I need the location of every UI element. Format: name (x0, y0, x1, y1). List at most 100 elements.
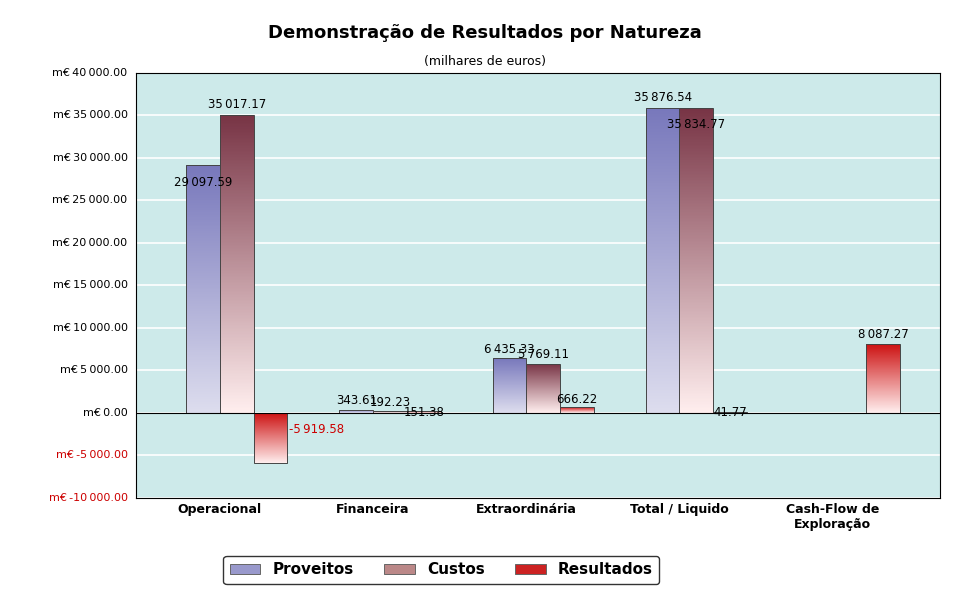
Bar (220, 225, 254, 227)
Bar (186, 174, 220, 175)
Bar (645, 282, 679, 283)
Bar (645, 230, 679, 231)
Bar (679, 257, 713, 259)
Bar (679, 116, 713, 117)
Bar (679, 379, 713, 381)
Bar (186, 307, 220, 308)
Bar (220, 254, 254, 255)
Bar (645, 341, 679, 342)
Bar (679, 305, 713, 306)
Bar (186, 362, 220, 364)
Bar (645, 120, 679, 121)
Bar (645, 308, 679, 309)
Bar (220, 143, 254, 145)
Bar (645, 195, 679, 196)
Bar (220, 133, 254, 135)
Bar (186, 168, 220, 169)
Bar (220, 186, 254, 188)
Bar (186, 166, 220, 413)
Bar (220, 260, 254, 261)
Bar (679, 274, 713, 276)
Bar (186, 206, 220, 208)
Bar (679, 401, 713, 402)
Text: 35 876.54: 35 876.54 (634, 90, 692, 104)
Bar (186, 175, 220, 177)
Bar (679, 119, 713, 120)
Bar (645, 299, 679, 300)
Bar (186, 236, 220, 237)
Bar (220, 280, 254, 282)
Bar (220, 380, 254, 382)
Bar (645, 207, 679, 208)
Bar (220, 410, 254, 412)
Bar (645, 410, 679, 411)
Bar (220, 146, 254, 148)
Bar (645, 280, 679, 282)
Bar (679, 405, 713, 407)
Bar (645, 189, 679, 190)
Bar (679, 140, 713, 141)
Bar (645, 201, 679, 202)
Bar (186, 229, 220, 230)
Bar (679, 149, 713, 151)
Bar (679, 276, 713, 277)
Bar (220, 316, 254, 317)
Bar (679, 174, 713, 175)
Bar (679, 280, 713, 282)
Bar (186, 260, 220, 262)
Bar (645, 296, 679, 297)
Bar (645, 231, 679, 233)
Bar (220, 376, 254, 377)
Bar (645, 262, 679, 263)
Text: m€ 40 000.00: m€ 40 000.00 (52, 68, 128, 78)
Bar (220, 219, 254, 221)
Bar (186, 370, 220, 371)
Bar (186, 297, 220, 298)
Bar (645, 344, 679, 346)
Bar (645, 336, 679, 338)
Bar (186, 222, 220, 223)
Bar (186, 379, 220, 381)
Bar (645, 352, 679, 353)
Bar (220, 191, 254, 192)
Bar (645, 243, 679, 245)
Bar (220, 359, 254, 361)
Bar (220, 249, 254, 251)
Bar (679, 151, 713, 152)
Bar (645, 184, 679, 186)
Bar (645, 204, 679, 205)
Bar (645, 361, 679, 362)
Bar (186, 221, 220, 222)
Bar (679, 164, 713, 166)
Bar (645, 297, 679, 299)
Bar (679, 290, 713, 291)
Bar (679, 186, 713, 188)
Bar (220, 334, 254, 336)
Bar (186, 333, 220, 334)
Bar (186, 345, 220, 346)
Bar (220, 205, 254, 206)
Bar (645, 355, 679, 356)
Bar (186, 240, 220, 241)
Bar (679, 260, 713, 262)
Bar (645, 388, 679, 390)
Bar (679, 285, 713, 287)
Bar (220, 282, 254, 283)
Bar (679, 195, 713, 197)
Bar (186, 395, 220, 397)
Bar (186, 401, 220, 402)
Bar (220, 283, 254, 285)
Bar (186, 407, 220, 408)
Bar (186, 367, 220, 368)
Bar (645, 293, 679, 294)
Bar (220, 349, 254, 350)
Bar (220, 374, 254, 376)
Bar (220, 308, 254, 310)
Bar (679, 314, 713, 315)
Bar (186, 372, 220, 373)
Bar (220, 365, 254, 367)
Bar (220, 322, 254, 324)
Bar (220, 188, 254, 189)
Bar (679, 111, 713, 113)
Bar (679, 328, 713, 329)
